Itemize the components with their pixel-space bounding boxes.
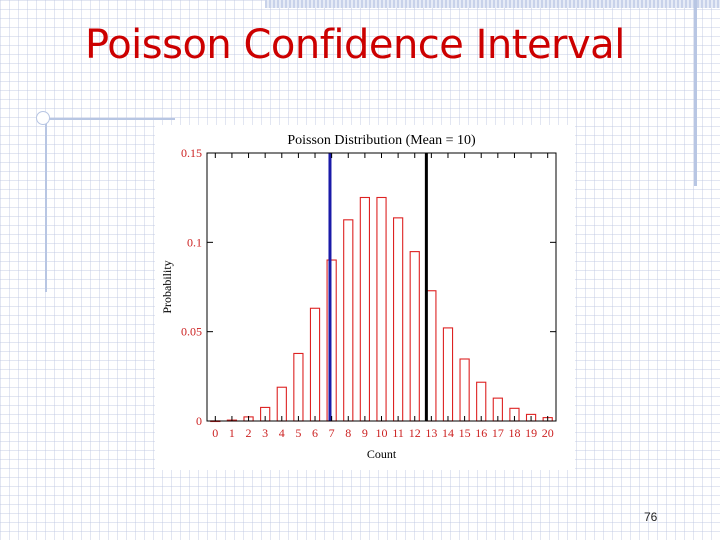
bar-15 [459,358,470,422]
x-tick-label-19: 19 [525,426,537,440]
bar-7 [326,259,337,422]
x-tick-label-0: 0 [212,426,218,440]
x-tick-label-13: 13 [425,426,437,440]
x-tick-label-12: 12 [409,426,421,440]
x-tick-label-4: 4 [279,426,285,440]
bar-8 [343,219,354,422]
bar-6 [309,307,321,422]
x-tick-label-3: 3 [262,426,268,440]
x-tick-label-5: 5 [295,426,301,440]
y-tick-label-3: 0.15 [181,146,202,160]
x-tick-label-20: 20 [542,426,554,440]
x-tick-label-2: 2 [246,426,252,440]
slide-title: Poisson Confidence Interval [85,22,625,68]
slide-number: 76 [644,510,658,524]
x-tick-label-18: 18 [508,426,520,440]
x-tick-label-16: 16 [475,426,487,440]
horizontal-decorative-rule [45,118,175,120]
x-axis-label: Count [367,447,397,461]
axes-layer [206,152,557,422]
bar-12 [409,251,420,422]
x-tick-label-7: 7 [329,426,335,440]
x-tick-label-9: 9 [362,426,368,440]
chart-title: Poisson Distribution (Mean = 10) [287,133,476,148]
x-tick-label-1: 1 [229,426,235,440]
plot-frame [206,152,557,422]
labels-layer: 0 1 2 3 4 5 6 7 8 9 10 11 12 13 14 15 16 17 18 19 2000.050.1… [160,133,554,461]
bar-5 [293,352,304,422]
bar-16 [476,381,487,422]
bar-14 [442,327,454,422]
right-decorative-rule [694,0,697,186]
bar-4 [276,386,287,422]
bullet-circle-icon [36,111,50,125]
bar-11 [393,217,404,422]
left-decorative-rule [45,120,47,292]
x-tick-label-6: 6 [312,426,318,440]
y-tick-label-2: 0.1 [187,235,202,249]
poisson-chart: 0 1 2 3 4 5 6 7 8 9 10 11 12 13 14 15 16 17 18 19 2000.050.1… [160,133,557,461]
top-decorative-bar [265,0,720,8]
bar-13 [426,290,437,422]
y-tick-label-0: 0 [196,414,202,428]
x-tick-label-15: 15 [459,426,471,440]
x-tick-label-14: 14 [442,426,454,440]
x-tick-label-17: 17 [492,426,504,440]
chart-panel: 0 1 2 3 4 5 6 7 8 9 10 11 12 13 14 15 16 17 18 19 20 0 0.05 0.1… [155,125,575,470]
x-tick-label-11: 11 [392,426,404,440]
confidence-lines-layer [328,153,428,421]
bar-9 [359,196,370,422]
y-axis-label: Probability [160,260,174,313]
x-tick-label-8: 8 [345,426,351,440]
bar-10 [376,196,387,422]
y-tick-label-1: 0.05 [181,325,202,339]
x-tick-label-10: 10 [376,426,388,440]
bars-layer [210,196,553,423]
